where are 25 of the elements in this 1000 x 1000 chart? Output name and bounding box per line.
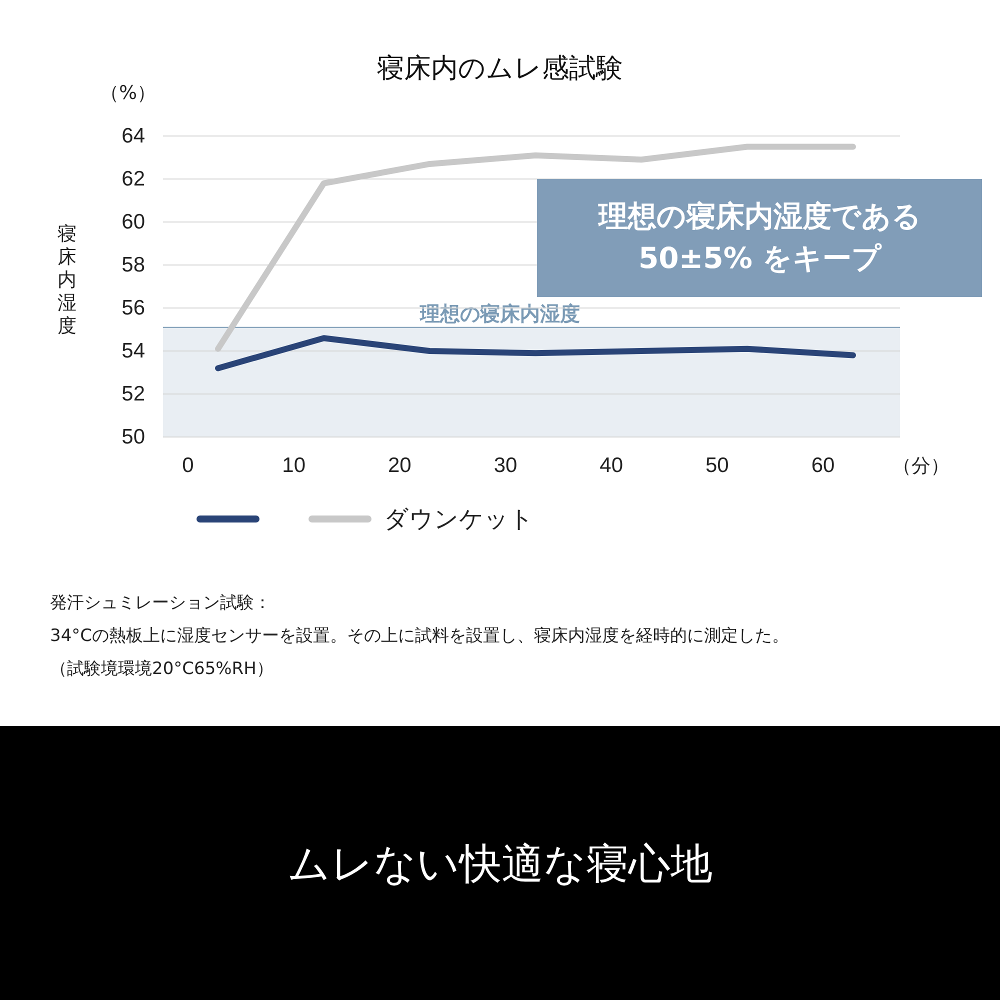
text: （試験境環境20°C65%RH）: [50, 659, 274, 679]
x-tick-label: 40: [600, 454, 624, 477]
x-axis-title: （分）: [892, 455, 950, 477]
y-tick-label: 60: [122, 210, 145, 234]
text: ムレない快適な寝心地: [288, 839, 712, 888]
y-tick-label: 52: [122, 382, 145, 406]
legend-label: ダウンケット: [384, 505, 534, 533]
y-tick-label: 56: [122, 296, 145, 320]
text: 発汗シュミレーション試験：: [50, 593, 271, 613]
annotation: 理想の寝床内湿度である 50±5% をキープ: [598, 199, 922, 275]
x-tick-label: 60: [811, 454, 835, 477]
y-tick-label: 64: [122, 124, 146, 148]
y-tick-label: 58: [122, 254, 145, 277]
x-tick-label: 10: [282, 454, 306, 477]
y-tick-label: 62: [122, 168, 145, 191]
text: （%）: [100, 82, 156, 104]
x-tick-label: 50: [705, 454, 729, 477]
x-tick-label: 20: [388, 454, 412, 477]
y-tick-label: 54: [122, 340, 146, 363]
y-axis-title: 寝床内湿度: [58, 223, 76, 337]
text: 34°Cの熱板上に湿度センサーを設置。その上に試料を設置し、寝床内湿度を経時的に測定した。: [50, 626, 790, 646]
chart-title: 寝床内のムレ感試験: [377, 53, 623, 84]
x-tick-label: 0: [182, 454, 194, 477]
x-tick-label: 30: [494, 454, 518, 477]
y-tick-label: 50: [122, 426, 145, 449]
